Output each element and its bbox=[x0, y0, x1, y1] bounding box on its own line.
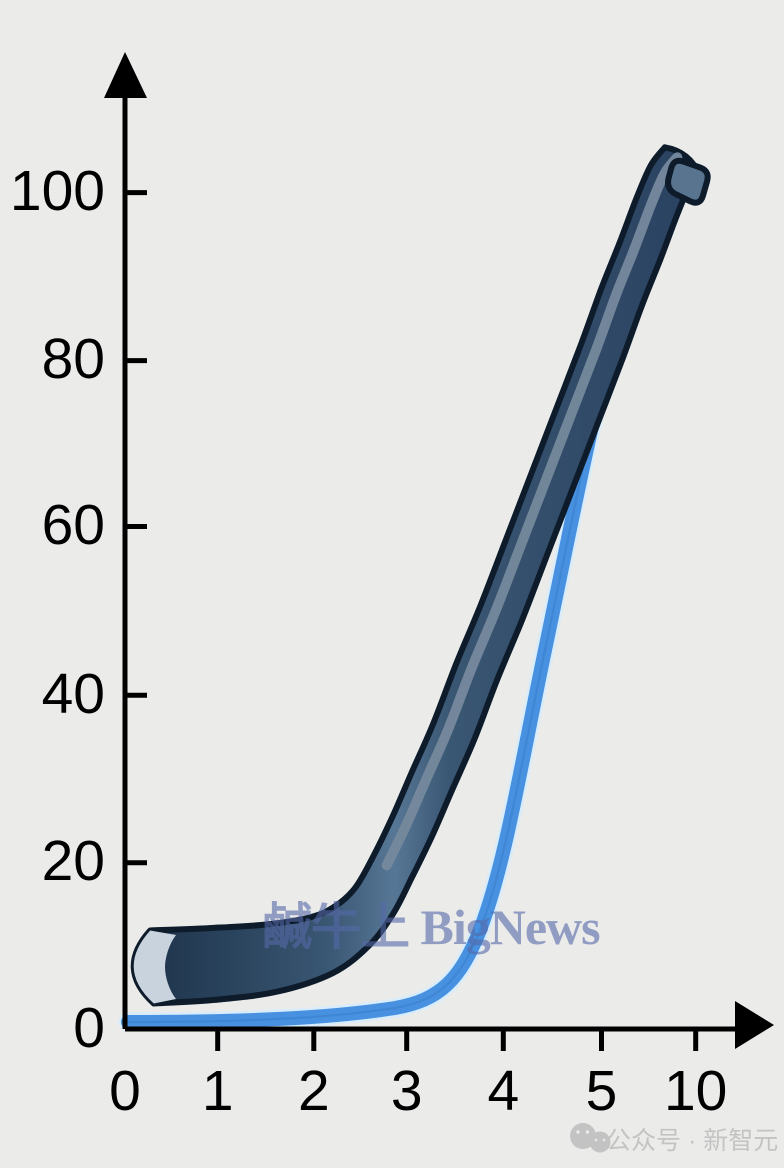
svg-text:鹹牛上 BigNews: 鹹牛上 BigNews bbox=[262, 899, 600, 955]
svg-text:0: 0 bbox=[73, 996, 105, 1060]
svg-text:1: 1 bbox=[202, 1059, 234, 1123]
svg-text:100: 100 bbox=[10, 159, 105, 223]
svg-text:公众号 · 新智元: 公众号 · 新智元 bbox=[606, 1127, 778, 1155]
svg-text:4: 4 bbox=[487, 1059, 519, 1123]
svg-text:3: 3 bbox=[391, 1059, 423, 1123]
svg-text:10: 10 bbox=[664, 1059, 727, 1123]
svg-text:5: 5 bbox=[586, 1059, 618, 1123]
svg-text:0: 0 bbox=[109, 1059, 141, 1123]
svg-text:60: 60 bbox=[42, 493, 105, 557]
svg-text:2: 2 bbox=[298, 1059, 330, 1123]
svg-text:20: 20 bbox=[42, 829, 105, 893]
svg-text:80: 80 bbox=[42, 327, 105, 391]
svg-text:40: 40 bbox=[42, 662, 105, 726]
